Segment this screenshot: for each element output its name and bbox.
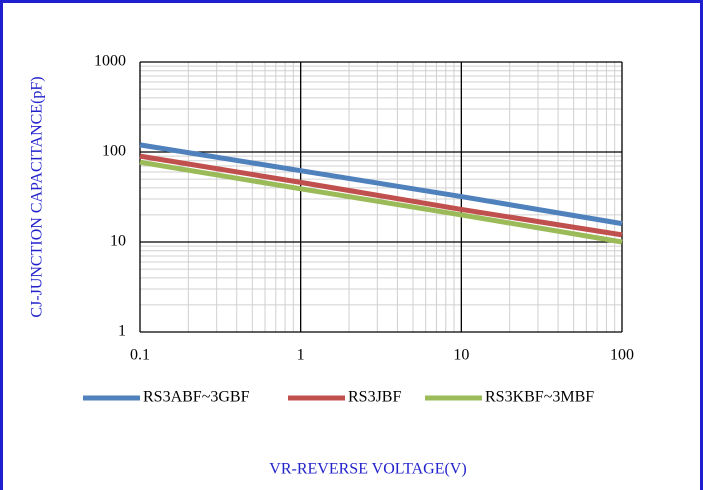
series-line [139, 142, 623, 227]
x-tick-label: 0.1 [130, 347, 150, 364]
legend-label: RS3ABF~3GBF [143, 389, 250, 406]
series-line [139, 153, 623, 238]
x-axis-title: VR-REVERSE VOLTAGE(V) [269, 461, 466, 478]
y-axis-title: CJ-JUNCTION CAPACITANCE(pF) [29, 76, 46, 317]
legend-label: RS3KBF~3MBF [485, 389, 594, 406]
y-tick-label: 10 [110, 233, 126, 250]
legend-label: RS3JBF [348, 389, 401, 406]
y-tick-label: 100 [102, 143, 126, 160]
x-tick-label: 10 [453, 347, 469, 364]
x-tick-label: 1 [297, 347, 305, 364]
y-tick-label: 1 [118, 323, 126, 340]
y-tick-label: 1000 [94, 53, 126, 70]
x-tick-label: 100 [610, 347, 634, 364]
series-line [139, 159, 623, 245]
